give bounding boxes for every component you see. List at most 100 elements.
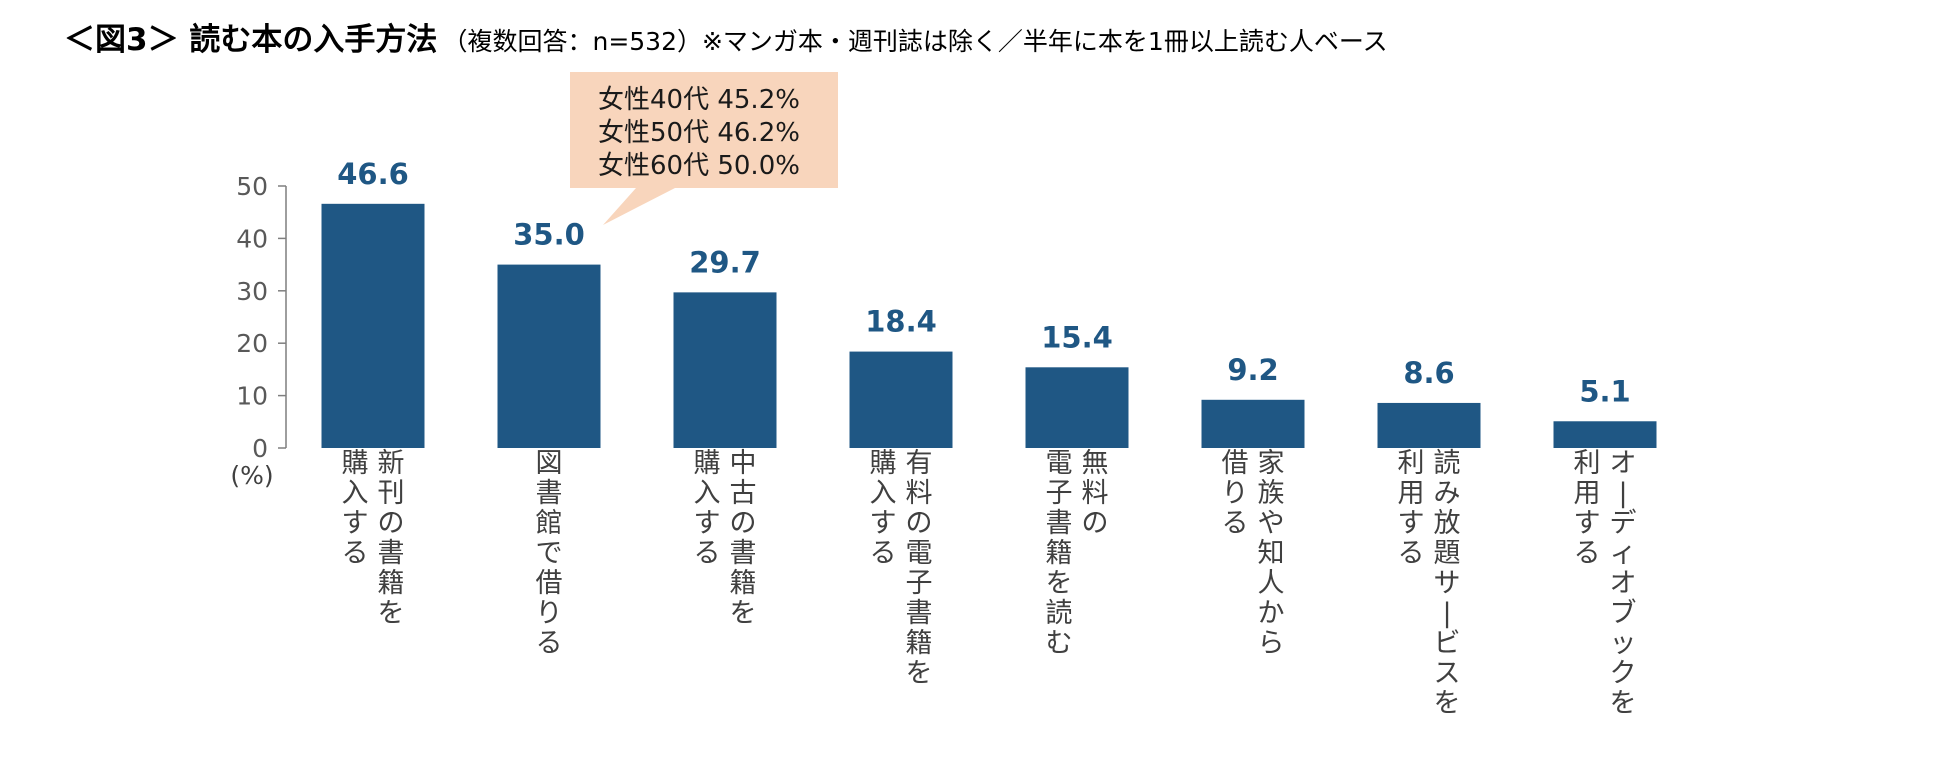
category-label-char: ィ — [1610, 538, 1637, 569]
chart-title-note: （複数回答：n=532）※マンガ本・週刊誌は除く／半年に本を1冊以上読む人ベース — [442, 27, 1388, 56]
category-label-char: ブ — [1610, 598, 1637, 629]
category-label-char: | — [1442, 598, 1451, 629]
category-label-char: 借 — [1222, 448, 1249, 479]
category-label-char: る — [536, 628, 563, 659]
bar — [1553, 421, 1657, 448]
category-label-char: 購 — [694, 448, 721, 479]
category-label-char: 料 — [906, 478, 933, 509]
category-label-char: る — [694, 538, 721, 569]
category-label-char: 読 — [1046, 598, 1073, 629]
y-tick-label: 10 — [236, 382, 268, 411]
bar — [673, 292, 777, 448]
category-label-char: 読 — [1434, 448, 1461, 479]
y-axis: 0 10 20 30 40 50 (%) — [230, 172, 287, 490]
category-label-char: を — [1434, 688, 1461, 719]
category-label-char: の — [1082, 508, 1109, 539]
chart-title: ＜図3＞ 読む本の入手方法 （複数回答：n=532）※マンガ本・週刊誌は除く／半… — [64, 14, 1388, 59]
category-label-char: り — [1222, 478, 1249, 509]
bar-value-label: 46.6 — [337, 157, 409, 191]
callout-box — [570, 72, 838, 225]
category-label-char: 書 — [730, 538, 757, 569]
category-label-char: 利 — [1398, 448, 1425, 479]
bar-value-label: 8.6 — [1403, 356, 1454, 390]
bar — [497, 264, 601, 448]
category-label-char: を — [1610, 688, 1637, 719]
category-label-char: 有 — [906, 448, 933, 479]
category-label-char: を — [730, 598, 757, 629]
category-label-char: サ — [1434, 568, 1461, 599]
bar-value-label: 9.2 — [1227, 353, 1278, 387]
callout-line: 女性50代 46.2% — [598, 118, 800, 148]
category-label-char: す — [870, 508, 897, 539]
callout-line: 女性60代 50.0% — [598, 151, 800, 181]
category-label-char: む — [1046, 628, 1073, 659]
category-label-char: を — [1046, 568, 1073, 599]
category-label-char: 家 — [1258, 448, 1285, 479]
category-label-char: 族 — [1258, 478, 1285, 509]
bar-value-label: 29.7 — [689, 245, 761, 279]
bar-value-label: 18.4 — [865, 305, 937, 339]
category-label-char: の — [906, 508, 933, 539]
category-label-char: | — [1618, 478, 1627, 509]
bar — [1377, 402, 1481, 448]
category-label-char: ス — [1434, 658, 1461, 689]
category-label-char: す — [1574, 508, 1601, 539]
callout-line: 女性40代 45.2% — [598, 85, 800, 115]
bar — [1201, 399, 1305, 448]
category-label-char: 電 — [906, 538, 933, 569]
category-label-char: の — [730, 508, 757, 539]
bars: 46.6新刊の書籍を購入する35.0図書館で借りる29.7中古の書籍を購入する1… — [321, 157, 1657, 719]
chart-title-main: ＜図3＞ 読む本の入手方法 — [64, 22, 438, 58]
category-label-char: 書 — [378, 538, 405, 569]
bar-value-label: 15.4 — [1041, 320, 1113, 354]
category-label-char: 書 — [1046, 508, 1073, 539]
category-label-char: 用 — [1398, 478, 1425, 509]
category-label-char: か — [1258, 598, 1285, 629]
category-label-char: 電 — [1046, 448, 1073, 479]
y-tick-label: 0 — [252, 434, 268, 463]
category-label-char: 購 — [870, 448, 897, 479]
category-label-char: で — [536, 538, 563, 569]
category-label-char: 館 — [536, 508, 563, 539]
category-label-char: る — [1398, 538, 1425, 569]
category-label-char: る — [870, 538, 897, 569]
category-label-char: り — [536, 598, 563, 629]
category-label-char: デ — [1610, 508, 1637, 539]
category-label-char: 入 — [694, 478, 721, 509]
category-label-char: 用 — [1574, 478, 1601, 509]
category-label-char: 子 — [906, 568, 933, 599]
bar-value-label: 5.1 — [1579, 374, 1630, 408]
category-label-char: オ — [1610, 568, 1637, 599]
category-label-char: オ — [1610, 448, 1637, 479]
bar — [1025, 367, 1129, 448]
category-label-char: る — [1222, 508, 1249, 539]
category-label-char: 籍 — [906, 628, 933, 659]
category-label-char: 図 — [536, 448, 563, 479]
category-label-char: す — [342, 508, 369, 539]
category-label-char: 題 — [1434, 538, 1461, 569]
category-label-char: み — [1434, 478, 1461, 509]
category-label-char: を — [378, 598, 405, 629]
category-label-char: る — [342, 538, 369, 569]
category-label-char: ク — [1610, 658, 1637, 689]
category-label-char: ビ — [1434, 628, 1461, 659]
y-tick-label: 50 — [236, 172, 268, 201]
category-label-char: 中 — [730, 448, 757, 479]
category-label-char: を — [906, 658, 933, 689]
bar — [321, 203, 425, 448]
category-label-char: 書 — [536, 478, 563, 509]
category-label-char: 知 — [1258, 538, 1285, 569]
category-label-char: や — [1258, 508, 1285, 539]
bar-value-label: 35.0 — [513, 218, 585, 252]
category-label-char: 刊 — [378, 478, 405, 509]
category-label-char: の — [378, 508, 405, 539]
y-tick-label: 40 — [236, 224, 268, 253]
category-label-char: 人 — [1258, 568, 1285, 599]
category-label-char: 入 — [870, 478, 897, 509]
category-label-char: す — [694, 508, 721, 539]
category-label-char: 入 — [342, 478, 369, 509]
category-label-char: 購 — [342, 448, 369, 479]
category-label-char: 利 — [1574, 448, 1601, 479]
category-label-char: 古 — [730, 478, 757, 509]
